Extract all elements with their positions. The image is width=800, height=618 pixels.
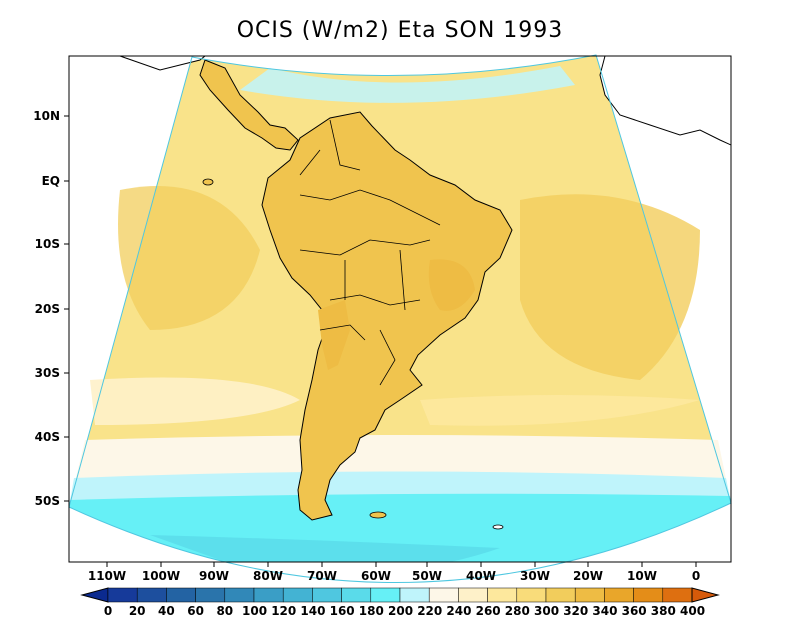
lat-label-40s: 40S bbox=[34, 430, 60, 444]
atlantic-pale-patch bbox=[420, 395, 700, 426]
atlantic-warm-patch bbox=[520, 194, 700, 380]
colorbar-segment bbox=[399, 587, 430, 603]
map-title: OCIS (W/m2) Eta SON 1993 bbox=[236, 18, 564, 43]
colorbar-segment bbox=[341, 587, 372, 603]
lon-label-10w: 10W bbox=[627, 569, 657, 583]
colorbar-segment bbox=[458, 587, 488, 603]
colorbar-segment bbox=[370, 587, 401, 603]
lat-label-30s: 30S bbox=[34, 366, 60, 380]
colorbar-tick-label: 180 bbox=[358, 604, 384, 618]
pacific-pale-patch bbox=[90, 377, 300, 425]
colorbar-segment bbox=[253, 587, 284, 603]
colorbar-tick-label: 0 bbox=[103, 604, 113, 618]
southern-deep-band bbox=[150, 535, 500, 562]
domain-outline bbox=[68, 54, 732, 583]
colorbar-tick-label: 60 bbox=[187, 604, 204, 618]
colorbar-segment bbox=[136, 587, 167, 603]
lat-label-50s: 50S bbox=[34, 494, 60, 508]
colorbar-segment bbox=[166, 587, 196, 603]
northern-cool-band bbox=[240, 66, 575, 103]
lon-ticks bbox=[106, 562, 697, 567]
central-america-landmass bbox=[199, 59, 299, 151]
colorbar-tick-label: 280 bbox=[504, 604, 530, 618]
colorbar-tick-label: 240 bbox=[446, 604, 472, 618]
colorbar-tick-label: 200 bbox=[388, 604, 414, 618]
lon-label-80w: 80W bbox=[253, 569, 283, 583]
colorbar-tick-label: 220 bbox=[417, 604, 443, 618]
colorbar-tick-label: 380 bbox=[650, 604, 676, 618]
colorbar-max-arrow bbox=[691, 587, 720, 603]
lat-ticks bbox=[64, 115, 69, 502]
colorbar-tick-label: 340 bbox=[592, 604, 618, 618]
colorbar-tick-label: 260 bbox=[475, 604, 501, 618]
colorbar-tick-label: 80 bbox=[216, 604, 234, 618]
colorbar-segment bbox=[604, 587, 634, 603]
pacific-warm-patch bbox=[118, 186, 260, 330]
colorbar-segment bbox=[224, 587, 255, 603]
colorbar-tick-label: 140 bbox=[300, 604, 326, 618]
colorbar-tick-label: 160 bbox=[329, 604, 355, 618]
falklands-islands bbox=[369, 511, 387, 519]
colorbar-tick-label: 100 bbox=[242, 604, 268, 618]
lon-label-20w: 20W bbox=[573, 569, 603, 583]
colorbar-min-arrow bbox=[80, 587, 109, 603]
colorbar-tick-label: 20 bbox=[128, 604, 146, 618]
colorbar-segment bbox=[195, 587, 226, 603]
lon-label-0: 0 bbox=[691, 569, 701, 583]
lon-label-40w: 40W bbox=[466, 569, 496, 583]
lat-label-10n: 10N bbox=[33, 109, 60, 123]
colorbar-tick-label: 40 bbox=[158, 604, 175, 618]
lat-label-10s: 10S bbox=[34, 237, 60, 251]
south-georgia-island bbox=[492, 524, 504, 530]
colorbar-segment bbox=[633, 587, 664, 603]
lon-label-30w: 30W bbox=[520, 569, 550, 583]
lat-label-eq: EQ bbox=[41, 174, 60, 188]
colorbar-segment bbox=[312, 587, 342, 603]
africa-coast bbox=[599, 56, 731, 146]
colorbar bbox=[80, 587, 720, 603]
andes-warm-ridge bbox=[318, 300, 350, 370]
colorbar-segment bbox=[516, 587, 547, 603]
colorbar-segment bbox=[487, 587, 518, 603]
colorbar-segment bbox=[662, 587, 693, 603]
brazil-warm-patch bbox=[428, 259, 475, 311]
colorbar-segment bbox=[282, 587, 313, 603]
lon-label-50w: 50W bbox=[412, 569, 442, 583]
galapagos-islands bbox=[202, 178, 214, 186]
colorbar-tick-label: 300 bbox=[534, 604, 560, 618]
colorbar-tick-label: 120 bbox=[271, 604, 297, 618]
lon-label-90w: 90W bbox=[199, 569, 229, 583]
lon-label-70w: 70W bbox=[307, 569, 337, 583]
colorbar-tick-label: 400 bbox=[680, 604, 706, 618]
colorbar-tick-label: 360 bbox=[621, 604, 647, 618]
lon-label-100w: 100W bbox=[141, 569, 181, 583]
lat-label-20s: 20S bbox=[34, 302, 60, 316]
colorbar-segment bbox=[107, 587, 138, 603]
colorbar-tick-label: 320 bbox=[563, 604, 589, 618]
colorbar-segment bbox=[545, 587, 576, 603]
north-america-coast bbox=[119, 56, 206, 71]
country-borders bbox=[299, 119, 441, 386]
lon-label-60w: 60W bbox=[361, 569, 391, 583]
colorbar-segment bbox=[574, 587, 605, 603]
colorbar-segment bbox=[428, 587, 459, 603]
lon-label-110w: 110W bbox=[87, 569, 127, 583]
